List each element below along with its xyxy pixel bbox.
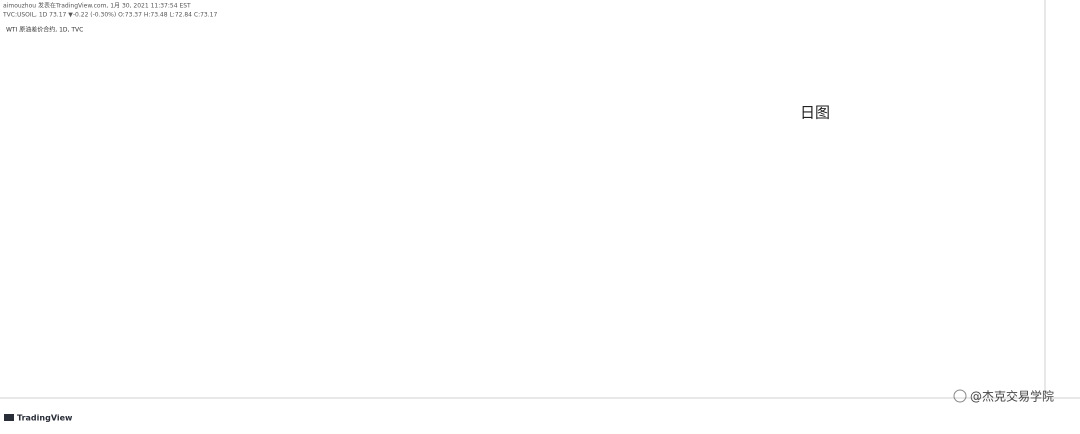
credit-icon bbox=[953, 389, 967, 403]
brand-logo: TradingView bbox=[4, 414, 73, 423]
brand: TradingView bbox=[17, 414, 73, 423]
annotation: 日图 bbox=[800, 104, 830, 122]
logo-icon bbox=[4, 414, 14, 421]
credit: @杰克交易学院 bbox=[970, 389, 1054, 404]
header-line: TVC:USOIL, 1D 73.17 ▼-0.22 (-0.30%) O:73… bbox=[2, 12, 217, 19]
header-line: aimouzhou 发表在TradingView.com, 1月 30, 202… bbox=[3, 2, 191, 10]
symbol-legend: WTI 原油差价合约, 1D, TVC bbox=[6, 26, 83, 34]
